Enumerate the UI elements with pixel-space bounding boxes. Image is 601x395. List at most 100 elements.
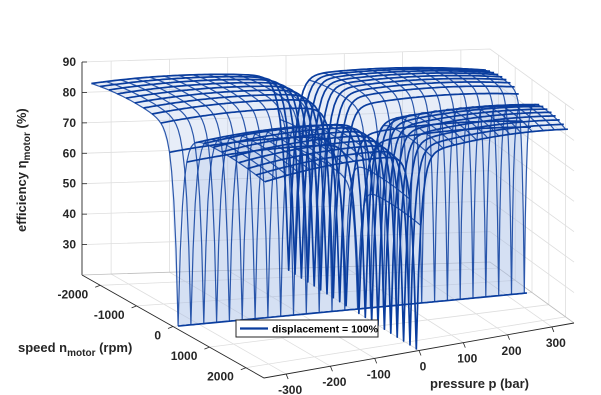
surface-patch [467,82,486,87]
surface-patch [335,75,356,80]
surface-patch [267,147,288,318]
x-tick-label: -200 [322,375,346,389]
series-line [482,69,567,294]
x-tick-mark [551,326,555,333]
series-line [178,74,333,319]
surface-patch [339,86,360,99]
series-line [395,67,500,301]
legend-box [235,319,379,338]
surface-patch [329,73,350,78]
surface-patch [339,147,358,155]
surface-patch [232,101,253,112]
series-line [134,77,507,291]
series-line [117,72,499,283]
y-tick-label: -2000 [57,287,88,301]
y-axis-label: speed nmotor (rpm) [18,340,132,359]
x-tick-mark [507,334,510,340]
z-tick-label: 70 [63,116,77,130]
legend: displacement = 100% [235,319,379,338]
series-line [453,67,544,296]
series-line [323,72,444,307]
z-axis-label: efficiency ηmotor (%) [14,108,33,232]
z-tick-label: 60 [63,146,77,160]
x-tick-label: 300 [546,336,566,350]
floor-box [81,274,575,379]
series-line [125,74,503,287]
surface-patch [321,77,342,88]
front-floor-edge [81,274,575,379]
surface-patch [205,104,227,115]
surface-patch [218,102,240,113]
surface-patch [323,71,344,75]
tick-labels: 30405060708090-2000-1000010002000-300-20… [57,55,566,395]
z-tick-label: 40 [63,207,77,221]
y-tick-mark [204,346,210,350]
series-line [105,81,277,325]
y-gridline-floor [136,279,516,307]
series-line [468,68,555,295]
series-line [134,77,299,323]
z-gridline [81,170,575,233]
y-gridline-floor [209,304,549,348]
series-line [294,146,422,310]
z-gridline [81,231,575,293]
surface-patch [173,118,196,150]
x-tick-mark [330,366,333,372]
series-line [91,66,486,271]
series-line [265,78,399,312]
z-tick-label: 30 [63,238,77,252]
x-tick-mark [418,350,422,356]
surface-patch [327,79,348,91]
surface-patch [309,73,330,83]
surface-patch [395,120,414,133]
series-line [221,73,366,316]
y-tick-label: 0 [154,329,161,343]
surface-patch [258,100,280,110]
y-gridline-floor [245,316,566,369]
z-gridline [81,200,575,263]
surface-patch [169,149,191,326]
series-line [366,68,477,303]
y-tick-mark [131,305,137,309]
series-line [337,70,455,306]
y-tick-mark [240,367,246,371]
surface-patch [403,193,421,226]
series-line [207,73,355,317]
series-line [192,74,344,318]
surface-patch [165,109,188,121]
legend-entry: displacement = 100% [272,324,379,336]
series-line [120,79,288,324]
series-line [424,67,522,299]
surface-patch [160,120,183,153]
y-tick-label: 2000 [207,370,234,384]
surface-patch [264,86,286,91]
series-line [151,85,515,299]
z-tick-label: 90 [63,55,77,69]
surface-patch [498,86,516,94]
x-tick-mark [285,373,289,380]
series-line [352,69,466,305]
y-tick-label: 1000 [171,349,198,363]
surface-patch [197,98,219,106]
surface-patch [333,83,354,95]
z-gridline [81,109,575,172]
series-line [238,115,556,338]
y-tick-mark [167,326,174,329]
surface-patch [152,111,174,124]
surface-patch [245,100,267,111]
z-gridline [81,48,575,111]
series-line [160,92,519,303]
surface-patch [212,135,233,158]
series-line [149,76,310,322]
series-line [236,73,377,314]
x-tick-label: 200 [502,344,522,358]
surface-patch [419,137,438,152]
x-tick-label: 0 [420,360,427,374]
surface-patch [345,90,366,104]
series-line [229,111,552,334]
series-line [381,67,489,302]
surface-patch [210,97,233,105]
surface-patch [352,95,372,111]
surface-plot [91,66,568,350]
